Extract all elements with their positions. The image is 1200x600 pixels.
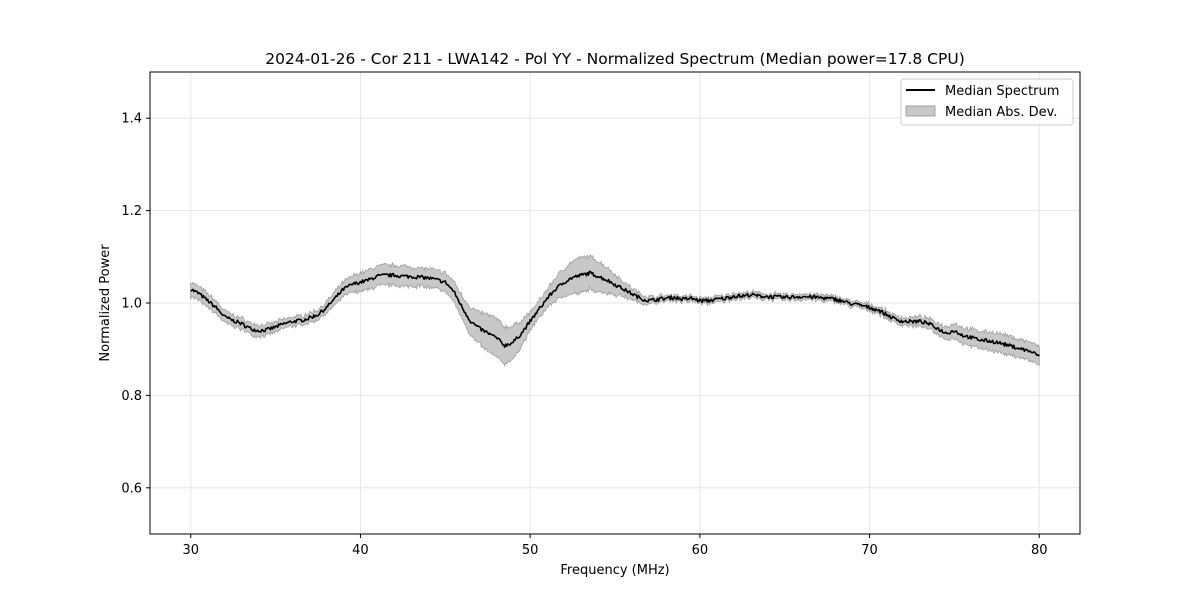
- median-spectrum-line: [190, 270, 1040, 357]
- legend-label-median: Median Spectrum: [945, 84, 1059, 99]
- y-tick-label: 1.2: [121, 204, 142, 219]
- x-tick-label: 80: [1031, 543, 1048, 558]
- legend-box: [900, 78, 1074, 126]
- median-line-group: [190, 270, 1040, 357]
- y-tick-label: 0.6: [121, 481, 142, 496]
- y-axis-ticks: 0.6 0.8 1.0 1.2 1.4: [121, 112, 150, 496]
- x-tick-label: 50: [522, 543, 539, 558]
- x-axis-ticks: 30 40 50 60 70 80: [182, 534, 1048, 558]
- x-tick-label: 30: [182, 543, 199, 558]
- y-tick-label: 1.4: [121, 112, 142, 127]
- x-tick-label: 40: [352, 543, 369, 558]
- legend-label-mad: Median Abs. Dev.: [945, 105, 1057, 120]
- y-tick-label: 0.8: [121, 389, 142, 404]
- chart-title: 2024-01-26 - Cor 211 - LWA142 - Pol YY -…: [265, 50, 965, 68]
- x-tick-label: 70: [861, 543, 878, 558]
- legend-band-swatch: [905, 105, 936, 117]
- mad-band-group: [190, 254, 1040, 367]
- x-axis-label: Frequency (MHz): [560, 563, 669, 578]
- mad-band: [190, 254, 1040, 367]
- legend: Median Spectrum Median Abs. Dev.: [900, 78, 1074, 126]
- y-tick-label: 1.0: [121, 297, 142, 312]
- x-tick-label: 60: [692, 543, 709, 558]
- y-axis-label: Normalized Power: [98, 244, 113, 362]
